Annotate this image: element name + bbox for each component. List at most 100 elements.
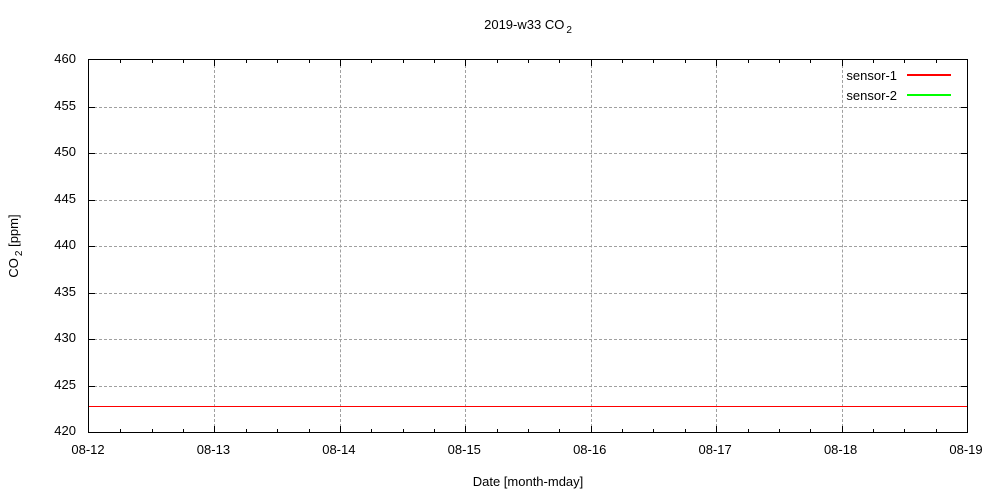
chart-title-subscript: 2: [566, 25, 572, 36]
y-tick-label: 425: [54, 376, 76, 392]
x-minor-tick: [684, 429, 686, 432]
y-tick-label: 420: [54, 423, 76, 438]
x-minor-tick: [559, 429, 561, 432]
x-minor-tick: [183, 429, 185, 432]
x-tick-label: 08-14: [322, 442, 356, 457]
chart-title: 2019-w33 CO 2: [88, 17, 968, 39]
x-minor-tick: [120, 60, 122, 63]
legend-label: sensor-1: [846, 67, 897, 83]
x-minor-tick: [810, 429, 812, 432]
x-minor-tick: [245, 429, 247, 432]
x-major-tick: [716, 426, 718, 432]
x-minor-tick: [120, 429, 122, 432]
y-tick-label: 460: [54, 51, 76, 66]
h-gridline: [89, 246, 967, 247]
x-minor-tick: [904, 429, 906, 432]
x-major-tick: [841, 60, 843, 66]
plot-area: sensor-1 sensor-2: [88, 59, 968, 433]
x-minor-tick: [778, 60, 780, 63]
v-gridline: [716, 60, 718, 432]
x-minor-tick: [653, 60, 655, 63]
x-minor-tick: [183, 60, 185, 63]
y-major-tick: [961, 339, 967, 340]
x-minor-tick: [904, 60, 906, 63]
y-major-tick: [89, 385, 95, 387]
x-minor-tick: [402, 60, 404, 63]
x-minor-tick: [308, 429, 310, 432]
h-gridline: [89, 385, 967, 387]
y-major-tick: [961, 246, 967, 247]
x-minor-tick: [872, 429, 874, 432]
y-major-tick: [89, 246, 95, 247]
v-gridline: [590, 60, 592, 432]
y-tick-label: 435: [54, 283, 76, 299]
x-major-tick: [214, 426, 216, 432]
x-minor-tick: [747, 60, 749, 63]
x-tick-label: 08-12: [71, 442, 105, 457]
x-major-tick: [716, 60, 718, 66]
x-minor-tick: [433, 429, 435, 432]
x-major-tick: [590, 426, 592, 432]
x-tick-label: 08-13: [196, 442, 231, 457]
x-minor-tick: [277, 429, 279, 432]
x-minor-tick: [151, 60, 153, 63]
x-tick-label: 08-18: [823, 442, 858, 457]
v-gridline: [841, 60, 843, 432]
x-minor-tick: [371, 429, 373, 432]
chart-title-text: 2019-w33 CO: [484, 17, 565, 32]
x-tick-label: 08-15: [447, 442, 481, 457]
x-major-tick: [465, 60, 467, 66]
x-major-tick: [214, 60, 216, 66]
x-minor-tick: [778, 429, 780, 432]
h-gridline: [89, 106, 967, 108]
x-minor-tick: [151, 429, 153, 432]
x-tick-label: 08-19: [949, 442, 983, 457]
x-major-tick: [590, 60, 592, 66]
x-major-tick: [339, 60, 341, 66]
x-minor-tick: [528, 429, 529, 432]
legend: sensor-1 sensor-2: [846, 65, 951, 105]
x-minor-tick: [622, 429, 624, 432]
x-major-tick: [465, 426, 467, 432]
x-minor-tick: [559, 60, 561, 63]
x-tick-label: 08-17: [698, 442, 732, 457]
x-minor-tick: [308, 60, 310, 63]
x-minor-tick: [935, 60, 937, 63]
y-tick-label: 455: [54, 97, 76, 113]
v-gridline: [465, 60, 467, 432]
x-minor-tick: [935, 429, 937, 432]
x-minor-tick: [496, 60, 498, 63]
y-major-tick: [89, 339, 95, 340]
series-line-sensor-1: [89, 405, 967, 407]
y-tick-label: 440: [54, 237, 76, 252]
y-tick-label: 445: [54, 190, 76, 206]
y-major-tick: [961, 199, 967, 201]
y-major-tick: [89, 199, 95, 201]
x-minor-tick: [433, 60, 435, 63]
x-major-tick: [339, 426, 341, 432]
x-minor-tick: [528, 60, 529, 63]
x-minor-tick: [371, 60, 373, 63]
x-tick-label: 08-16: [573, 442, 607, 457]
x-minor-tick: [496, 429, 498, 432]
h-gridline: [89, 199, 967, 201]
x-minor-tick: [684, 60, 686, 63]
y-major-tick: [89, 106, 95, 108]
legend-entry: sensor-1: [846, 65, 951, 85]
h-gridline: [89, 153, 967, 154]
x-axis-label: Date [month-mday]: [472, 474, 584, 489]
x-minor-tick: [872, 60, 874, 63]
x-minor-tick: [810, 60, 812, 63]
legend-label: sensor-2: [846, 87, 897, 103]
y-tick-label: 430: [54, 330, 76, 345]
legend-line-sample: [907, 74, 951, 76]
v-gridline: [339, 60, 341, 432]
y-major-tick: [961, 385, 967, 387]
x-minor-tick: [747, 429, 749, 432]
y-major-tick: [961, 292, 967, 294]
y-tick-label: 450: [54, 144, 76, 159]
y-major-tick: [961, 153, 967, 154]
v-gridline: [214, 60, 216, 432]
legend-entry: sensor-2: [846, 85, 951, 105]
